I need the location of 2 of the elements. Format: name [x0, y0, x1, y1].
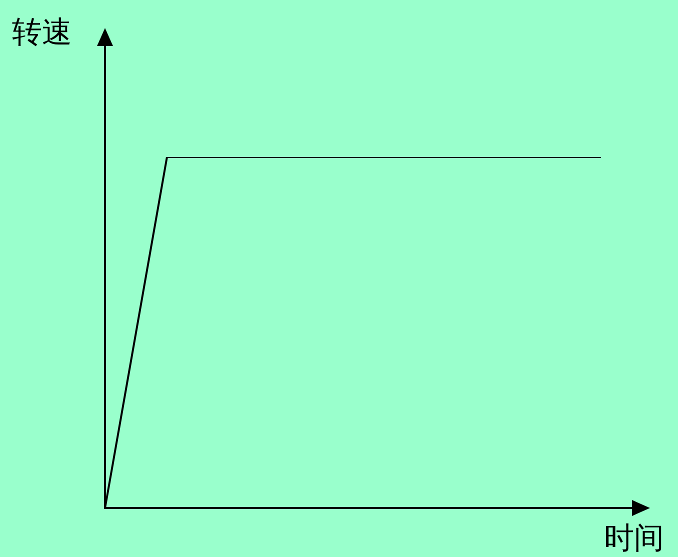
- y-axis-title: 转速: [12, 15, 72, 51]
- x-axis-title: 时间: [604, 521, 664, 557]
